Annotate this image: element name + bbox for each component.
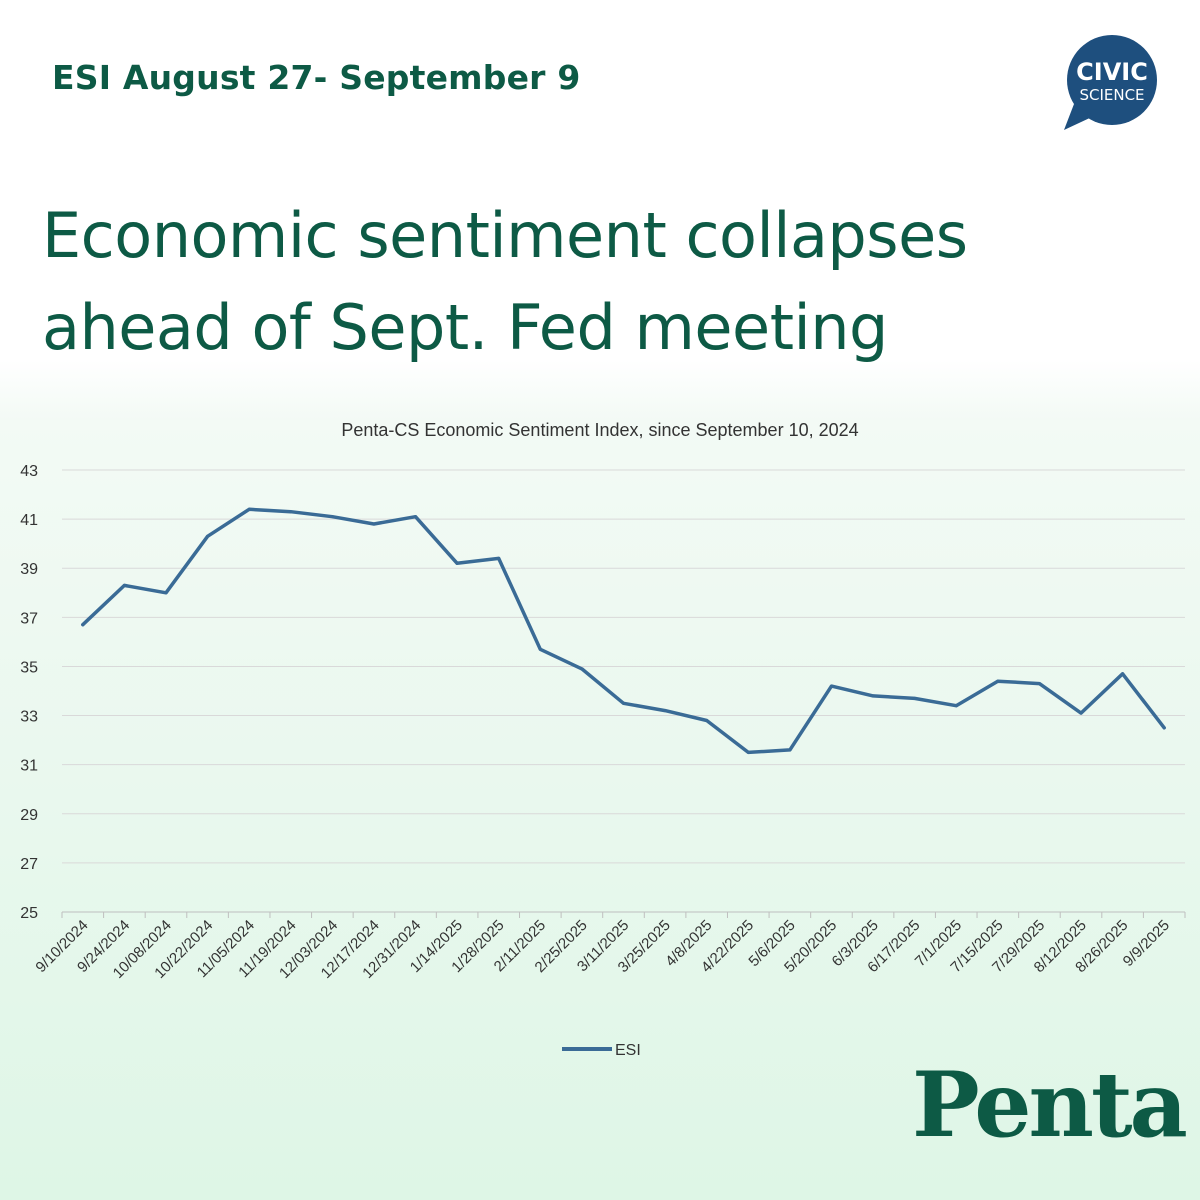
data-point: [580, 667, 584, 671]
y-tick-label: 37: [20, 610, 38, 627]
civic-logo-line2: SCIENCE: [1079, 86, 1144, 104]
data-point: [622, 701, 625, 705]
data-point: [414, 515, 418, 519]
data-point: [829, 684, 833, 688]
chart-title: Penta-CS Economic Sentiment Index, since…: [341, 420, 858, 440]
y-axis-ticks: 25 27 29 31 33 35 37 39 41 43: [20, 463, 38, 922]
y-tick-label: 27: [20, 856, 38, 873]
data-point: [1037, 682, 1041, 686]
data-point: [996, 679, 1000, 683]
y-tick-label: 25: [20, 905, 38, 922]
data-point: [289, 510, 293, 514]
civic-science-logo: CIVIC SCIENCE: [1064, 35, 1157, 130]
y-tick-label: 35: [20, 659, 38, 676]
x-axis-ticks: 9/10/20249/24/202410/08/202410/22/202411…: [32, 912, 1186, 982]
x-tick-label: 9/9/2025: [1120, 917, 1173, 970]
data-point: [663, 709, 667, 713]
data-point: [81, 623, 85, 627]
data-point: [1162, 726, 1166, 730]
chart-series: [81, 507, 1166, 755]
y-tick-label: 39: [20, 561, 38, 578]
y-tick-label: 41: [20, 512, 38, 529]
data-point: [746, 750, 750, 754]
data-point: [455, 561, 459, 565]
data-point: [122, 583, 126, 587]
data-point: [164, 591, 168, 595]
report-period-label: ESI August 27- September 9: [52, 58, 581, 97]
y-tick-label: 29: [20, 807, 38, 824]
y-tick-label: 31: [20, 758, 38, 775]
data-point: [497, 556, 501, 560]
data-point: [247, 507, 251, 511]
headline: Economic sentiment collapses ahead of Se…: [42, 199, 968, 364]
y-tick-label: 33: [20, 709, 38, 726]
penta-logo: Penta: [912, 1052, 1188, 1158]
data-point: [330, 515, 334, 519]
data-point: [1079, 711, 1083, 715]
chart-legend: ESI: [562, 1042, 641, 1059]
chart-gridlines: [62, 469, 1185, 913]
data-point: [1121, 672, 1125, 676]
data-point: [206, 534, 210, 538]
data-point: [954, 704, 958, 708]
data-point: [372, 522, 376, 526]
civic-logo-line1: CIVIC: [1076, 58, 1148, 86]
data-point: [788, 748, 792, 752]
data-point: [913, 696, 917, 700]
data-point: [538, 647, 542, 651]
data-point: [871, 694, 875, 698]
speech-bubble-icon: [1064, 35, 1157, 130]
esi-line-chart: Penta-CS Economic Sentiment Index, since…: [20, 420, 1186, 1059]
data-point: [705, 718, 709, 722]
y-tick-label: 43: [20, 463, 38, 480]
legend-label-esi: ESI: [615, 1042, 641, 1059]
